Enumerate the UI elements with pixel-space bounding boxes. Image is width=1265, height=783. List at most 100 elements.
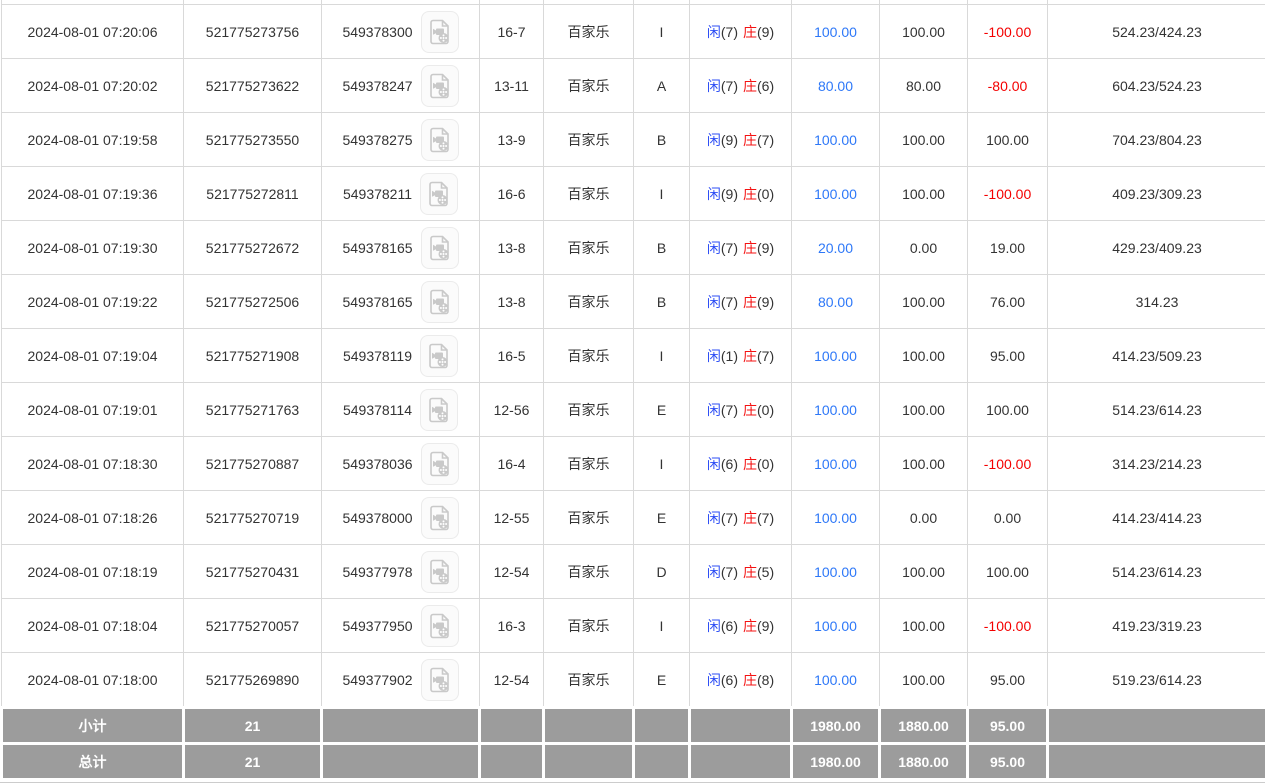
player-score: (9) <box>721 132 738 148</box>
video-replay-button[interactable] <box>421 65 459 107</box>
banker-result: 庄 <box>743 618 757 634</box>
win-loss-cell: -100.00 <box>968 437 1048 491</box>
balance-cell: 414.23/509.23 <box>1048 329 1265 383</box>
valid-amount-cell: 0.00 <box>880 221 968 275</box>
win-loss-cell: 100.00 <box>968 545 1048 599</box>
banker-result: 庄 <box>743 24 757 40</box>
banker-score: (9) <box>757 240 774 256</box>
total-count: 21 <box>184 744 322 780</box>
balance-cell: 604.23/524.23 <box>1048 59 1265 113</box>
video-replay-button[interactable] <box>421 119 459 161</box>
bet-option-cell: B <box>634 113 690 167</box>
player-result: 闲 <box>707 402 721 418</box>
valid-amount-cell: 100.00 <box>880 437 968 491</box>
video-file-icon <box>429 127 451 153</box>
video-replay-button[interactable] <box>421 227 459 269</box>
player-result: 闲 <box>707 24 721 40</box>
banker-score: (9) <box>757 24 774 40</box>
round-id: 549378000 <box>342 510 412 526</box>
round-id: 549378247 <box>342 78 412 94</box>
banker-result: 庄 <box>743 132 757 148</box>
game-type-cell: 百家乐 <box>544 383 634 437</box>
balance-cell: 514.23/614.23 <box>1048 545 1265 599</box>
banker-score: (9) <box>757 618 774 634</box>
banker-score: (7) <box>757 132 774 148</box>
table-row: 2024-08-01 07:18:04 521775270057 5493779… <box>2 599 1265 653</box>
table-row: 2024-08-01 07:18:26 521775270719 5493780… <box>2 491 1265 545</box>
subtotal-empty-cell <box>544 708 634 744</box>
game-type-cell: 百家乐 <box>544 113 634 167</box>
bet-time-cell: 2024-08-01 07:20:02 <box>2 59 184 113</box>
game-type-cell: 百家乐 <box>544 59 634 113</box>
video-file-icon <box>429 289 451 315</box>
video-replay-button[interactable] <box>421 11 459 53</box>
game-type-cell: 百家乐 <box>544 545 634 599</box>
banker-result: 庄 <box>743 186 757 202</box>
video-replay-button[interactable] <box>421 605 459 647</box>
result-cell: 闲(6)庄(9) <box>690 599 792 653</box>
balance-cell: 514.23/614.23 <box>1048 383 1265 437</box>
bet-time-cell: 2024-08-01 07:19:22 <box>2 275 184 329</box>
round-id: 549378300 <box>342 24 412 40</box>
table-row: 2024-08-01 07:19:22 521775272506 5493781… <box>2 275 1265 329</box>
balance-cell: 314.23/214.23 <box>1048 437 1265 491</box>
bet-time-cell: 2024-08-01 07:18:26 <box>2 491 184 545</box>
subtotal-empty-cell <box>690 708 792 744</box>
banker-score: (0) <box>757 186 774 202</box>
player-result: 闲 <box>707 186 721 202</box>
table-row: 2024-08-01 07:19:01 521775271763 5493781… <box>2 383 1265 437</box>
banker-score: (5) <box>757 564 774 580</box>
valid-amount-cell: 100.00 <box>880 329 968 383</box>
subtotal-win-loss: 95.00 <box>968 708 1048 744</box>
order-id-cell: 521775271763 <box>184 383 322 437</box>
bet-amount-cell: 100.00 <box>792 329 880 383</box>
video-replay-button[interactable] <box>420 389 458 431</box>
video-replay-button[interactable] <box>421 659 459 701</box>
bet-option-cell: B <box>634 275 690 329</box>
result-cell: 闲(7)庄(0) <box>690 383 792 437</box>
video-replay-button[interactable] <box>421 551 459 593</box>
round-cell: 549378247 <box>322 59 480 113</box>
round-id: 549377978 <box>342 564 412 580</box>
bet-amount-cell: 100.00 <box>792 437 880 491</box>
table-number-cell: 12-56 <box>480 383 544 437</box>
valid-amount-cell: 80.00 <box>880 59 968 113</box>
table-number-cell: 13-11 <box>480 59 544 113</box>
valid-amount-cell: 100.00 <box>880 653 968 708</box>
banker-score: (6) <box>757 78 774 94</box>
game-type-cell: 百家乐 <box>544 5 634 59</box>
order-id-cell: 521775270057 <box>184 599 322 653</box>
player-result: 闲 <box>707 348 721 364</box>
table-row: 2024-08-01 07:19:30 521775272672 5493781… <box>2 221 1265 275</box>
player-score: (7) <box>721 78 738 94</box>
banker-result: 庄 <box>743 348 757 364</box>
video-file-icon <box>428 397 450 423</box>
bet-time-cell: 2024-08-01 07:19:58 <box>2 113 184 167</box>
video-file-icon <box>429 19 451 45</box>
video-replay-button[interactable] <box>421 443 459 485</box>
total-valid-amount: 1880.00 <box>880 744 968 780</box>
bet-option-cell: E <box>634 653 690 708</box>
total-label: 总计 <box>2 744 184 780</box>
video-replay-button[interactable] <box>420 173 458 215</box>
bet-time-cell: 2024-08-01 07:19:36 <box>2 167 184 221</box>
bet-time-cell: 2024-08-01 07:18:19 <box>2 545 184 599</box>
video-replay-button[interactable] <box>420 335 458 377</box>
round-id: 549378165 <box>342 294 412 310</box>
video-replay-button[interactable] <box>421 281 459 323</box>
result-cell: 闲(6)庄(0) <box>690 437 792 491</box>
subtotal-empty-cell <box>322 708 480 744</box>
bet-option-cell: A <box>634 59 690 113</box>
game-type-cell: 百家乐 <box>544 491 634 545</box>
round-id: 549378114 <box>343 402 412 418</box>
video-replay-button[interactable] <box>421 497 459 539</box>
banker-score: (0) <box>757 456 774 472</box>
bet-time-cell: 2024-08-01 07:18:04 <box>2 599 184 653</box>
win-loss-cell: 76.00 <box>968 275 1048 329</box>
subtotal-empty-cell <box>1048 708 1265 744</box>
order-id-cell: 521775272506 <box>184 275 322 329</box>
round-id: 549377902 <box>342 672 412 688</box>
valid-amount-cell: 0.00 <box>880 491 968 545</box>
table-number-cell: 12-54 <box>480 545 544 599</box>
bet-option-cell: I <box>634 329 690 383</box>
